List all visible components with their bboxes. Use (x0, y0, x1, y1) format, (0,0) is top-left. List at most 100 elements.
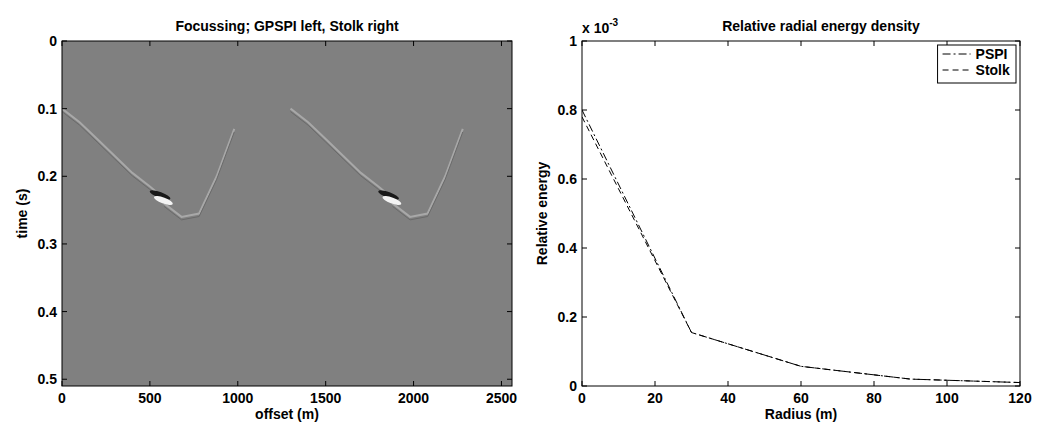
y-tick (582, 317, 587, 318)
x-tick-top (325, 41, 326, 46)
y-tick-label: 0.2 (38, 168, 58, 184)
y-tick (62, 41, 67, 42)
x-tick (947, 381, 948, 386)
y-tick-label: 0.4 (558, 240, 578, 256)
legend-swatch (943, 70, 971, 71)
wavefront (62, 109, 160, 196)
y-tick-right (1015, 110, 1020, 111)
y-tick (582, 179, 587, 180)
legend-box (938, 45, 1016, 83)
y-tick-right (1015, 248, 1020, 249)
x-tick-top (728, 41, 729, 46)
x-axis-title: offset (m) (255, 406, 319, 422)
x-tick (874, 381, 875, 386)
x-tick-label: 40 (720, 390, 736, 406)
y-tick-right (507, 108, 512, 109)
x-tick-label: 20 (647, 390, 663, 406)
x-tick (237, 381, 238, 386)
x-tick (149, 381, 150, 386)
plot-area (62, 41, 512, 386)
y-tick (62, 243, 67, 244)
x-tick-label: 120 (1008, 390, 1032, 406)
y-tick-right (1015, 179, 1020, 180)
y-tick-label: 0.2 (558, 309, 578, 325)
x-tick-top (582, 41, 583, 46)
wavefront-shadow (392, 132, 462, 220)
x-tick (582, 381, 583, 386)
y-tick-right (1015, 41, 1020, 42)
multiplier-exponent: -3 (609, 17, 618, 28)
x-tick-label: 2000 (398, 390, 429, 406)
y-tick-label: 0.3 (38, 236, 58, 252)
panel: 02040608010012000.20.40.60.81Relative ra… (534, 17, 1032, 422)
x-tick-top (149, 41, 150, 46)
x-tick (325, 381, 326, 386)
x-tick-top (237, 41, 238, 46)
axis-multiplier: x 10-3 (582, 17, 619, 36)
x-tick (501, 381, 502, 386)
y-tick-label: 0.1 (38, 101, 58, 117)
x-tick-label: 2500 (486, 390, 517, 406)
x-tick-top (413, 41, 414, 46)
x-tick-label: 1500 (310, 390, 341, 406)
x-tick (62, 381, 63, 386)
x-tick (413, 381, 414, 386)
image-background (62, 41, 512, 386)
y-tick-right (1015, 386, 1020, 387)
x-tick (655, 381, 656, 386)
x-tick-label: 100 (935, 390, 959, 406)
y-tick-right (507, 176, 512, 177)
y-tick (582, 386, 587, 387)
wavefront (291, 109, 389, 196)
x-tick-label: 0 (578, 390, 586, 406)
y-tick (62, 176, 67, 177)
x-tick-label: 1000 (222, 390, 253, 406)
y-tick-label: 0.8 (558, 102, 578, 118)
focus (381, 194, 402, 206)
x-tick-label: 500 (138, 390, 162, 406)
x-tick-top (501, 41, 502, 46)
x-tick-top (874, 41, 875, 46)
focus (153, 194, 174, 206)
y-tick-right (1015, 317, 1020, 318)
x-tick-label: 60 (793, 390, 809, 406)
x-tick-top (62, 41, 63, 46)
wavefront-shadow (291, 112, 389, 199)
x-tick-top (801, 41, 802, 46)
x-tick-label: 0 (58, 390, 66, 406)
y-tick-label: 0 (569, 378, 577, 394)
wavefront-shadow (164, 132, 234, 220)
y-tick (582, 41, 587, 42)
y-tick-right (507, 379, 512, 380)
y-axis-title: time (s) (14, 189, 30, 239)
y-tick (62, 108, 67, 109)
series-line (582, 110, 1020, 383)
x-tick-label: 80 (866, 390, 882, 406)
x-tick (728, 381, 729, 386)
x-tick-top (1020, 41, 1021, 46)
legend-swatch (943, 54, 971, 55)
legend-label: PSPI (976, 46, 1008, 62)
y-tick (62, 379, 67, 380)
y-tick-label: 0.5 (38, 371, 58, 387)
y-tick (62, 311, 67, 312)
wavefront (164, 129, 234, 217)
title: Relative radial energy density (722, 18, 920, 34)
axes-frame (62, 41, 512, 386)
y-tick-label: 0.4 (38, 304, 58, 320)
x-tick (1020, 381, 1021, 386)
y-axis-title: Relative energy (534, 162, 550, 266)
panel: 0500100015002000250000.10.20.30.40.5Focu… (14, 18, 517, 422)
plot-area (582, 110, 1020, 383)
wavefront-shadow (62, 112, 160, 199)
x-tick (801, 381, 802, 386)
y-tick-label: 1 (569, 33, 577, 49)
x-tick-top (655, 41, 656, 46)
multiplier-base: x 10 (582, 20, 609, 36)
y-tick-right (507, 41, 512, 42)
y-tick (582, 110, 587, 111)
wavefront (392, 129, 462, 217)
legend-label: Stolk (976, 62, 1010, 78)
y-tick-right (507, 311, 512, 312)
title: Focussing; GPSPI left, Stolk right (175, 18, 399, 34)
